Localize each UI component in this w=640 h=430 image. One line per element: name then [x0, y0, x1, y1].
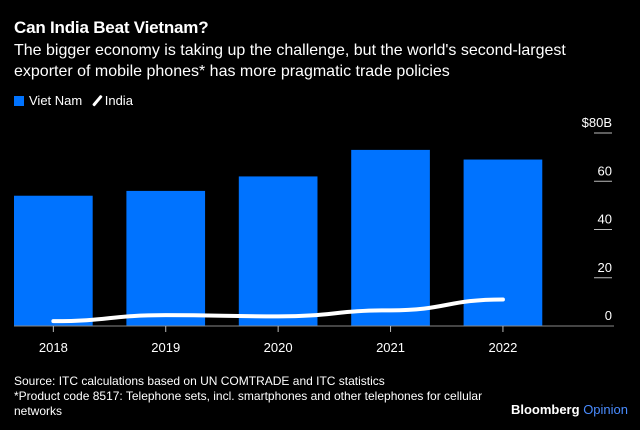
x-tick-label: 2018 — [39, 340, 68, 355]
legend-item-viet-nam: Viet Nam — [14, 93, 82, 108]
bar-viet-nam-2021 — [351, 149, 430, 326]
y-tick-label: 40 — [598, 212, 612, 227]
india-line — [51, 297, 505, 324]
legend-label-viet-nam: Viet Nam — [29, 93, 83, 108]
source-note: Source: ITC calculations based on UN COM… — [14, 374, 514, 419]
y-tick-label: 60 — [598, 163, 612, 178]
chart-title: Can India Beat Vietnam? — [14, 18, 209, 37]
y-tick-label: 0 — [605, 308, 612, 323]
brand-name: Bloomberg — [510, 402, 580, 417]
legend: Viet Nam India — [14, 93, 143, 108]
brand-logo: Bloomberg Opinion — [511, 402, 628, 417]
bar-viet-nam-2019 — [126, 190, 206, 326]
source-text: Source: ITC calculations based on UN COM… — [14, 374, 385, 388]
y-tick-label: $80B — [582, 115, 612, 130]
x-tick-label: 2021 — [376, 340, 405, 355]
bar-viet-nam-2020 — [238, 176, 318, 326]
brand-suffix: Opinion — [583, 402, 628, 417]
x-tick-label: 2020 — [264, 340, 293, 355]
x-tick-label: 2019 — [151, 340, 180, 355]
legend-swatch-bar-icon — [14, 95, 24, 106]
footnote-text: *Product code 8517: Telephone sets, incl… — [14, 389, 483, 418]
chart-subtitle: The bigger economy is taking up the chal… — [14, 42, 566, 80]
x-tick-label: 2022 — [488, 340, 517, 355]
legend-label-india: India — [104, 93, 133, 108]
bar-viet-nam-2018 — [14, 195, 93, 326]
legend-item-india: India — [92, 93, 133, 108]
plot-area: 0 20 40 60 $80B 2018 2019 2020 2021 2022 — [14, 115, 614, 355]
y-tick-label: 20 — [598, 260, 612, 275]
